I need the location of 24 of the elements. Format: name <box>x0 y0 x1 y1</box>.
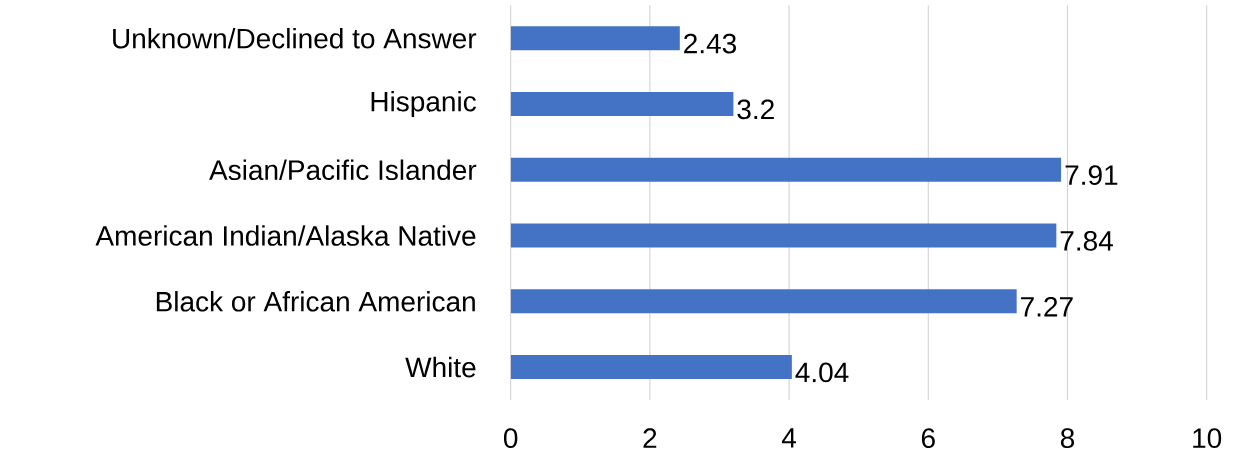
y-tick-label: American Indian/Alaska Native <box>95 225 476 246</box>
bar <box>510 289 1017 314</box>
bar <box>510 223 1057 248</box>
x-tick-label: 8 <box>1060 428 1075 449</box>
data-label: 3.2 <box>737 99 774 120</box>
x-tick-label: 0 <box>503 428 518 449</box>
data-label: 2.43 <box>684 33 736 54</box>
y-tick-label: Black or African American <box>156 291 475 312</box>
bar <box>510 157 1062 182</box>
data-label: 7.84 <box>1060 230 1113 251</box>
y-tick-label: Hispanic <box>371 90 476 118</box>
y-tick-label: Asian/Pacific Islander <box>209 159 477 181</box>
x-tick-label: 6 <box>921 428 935 449</box>
data-label: 7.27 <box>1021 296 1073 317</box>
x-tick-label: 4 <box>781 428 797 448</box>
x-tick-label: 2 <box>643 428 657 448</box>
y-tick-label: White <box>405 356 476 378</box>
bar <box>510 26 680 51</box>
x-tick-label: 10 <box>1193 428 1222 449</box>
data-label: 7.91 <box>1065 165 1118 186</box>
data-label: 4.04 <box>795 362 849 383</box>
bar <box>510 92 734 116</box>
bar <box>510 355 792 380</box>
y-tick-label: Unknown/Declined to Answer <box>113 27 477 49</box>
